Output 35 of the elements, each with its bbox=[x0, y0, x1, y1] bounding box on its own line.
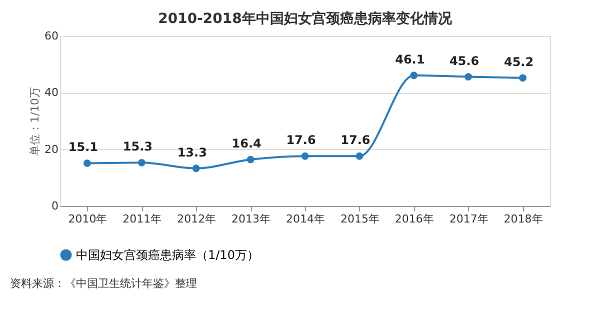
data-label: 45.6 bbox=[450, 54, 480, 68]
y-tick-label: 40 bbox=[44, 86, 58, 100]
x-tick-label: 2013年 bbox=[232, 212, 271, 226]
x-tick-label: 2011年 bbox=[122, 212, 162, 226]
data-label: 45.2 bbox=[504, 54, 534, 69]
point bbox=[410, 72, 418, 80]
data-label: 16.4 bbox=[232, 136, 262, 151]
y-axis-title: 单位：1/10万 bbox=[28, 87, 42, 156]
legend-label: 中国妇女宫颈癌患病率（1/10万） bbox=[76, 248, 259, 262]
point bbox=[519, 74, 526, 82]
point bbox=[356, 152, 364, 160]
x-tick-label: 2017年 bbox=[449, 212, 488, 226]
point bbox=[464, 73, 472, 80]
point bbox=[301, 152, 309, 160]
x-tick-label: 2010年 bbox=[68, 212, 108, 226]
data-label: 13.3 bbox=[177, 145, 207, 160]
data-label: 46.1 bbox=[395, 52, 425, 66]
y-tick-label: 0 bbox=[52, 200, 58, 212]
point bbox=[84, 160, 91, 167]
x-tick-label: 2016年 bbox=[394, 212, 434, 226]
point bbox=[138, 158, 146, 166]
data-label: 15.3 bbox=[122, 140, 152, 154]
x-tick-label: 2015年 bbox=[340, 212, 380, 226]
y-tick-label: 20 bbox=[44, 142, 58, 156]
chart-title: 2010-2018年中国妇女宫颈癌患病率变化情况 bbox=[158, 10, 453, 27]
text: 资料来源：《中国卫生统计年鉴》整理 bbox=[10, 277, 197, 290]
x-tick-label: 2018年 bbox=[504, 212, 543, 226]
point bbox=[192, 164, 200, 172]
x-tick-label: 2012年 bbox=[177, 212, 216, 226]
data-label: 15.1 bbox=[68, 140, 98, 154]
data-label: 17.6 bbox=[286, 133, 316, 148]
point bbox=[246, 156, 254, 164]
x-tick-label: 2014年 bbox=[286, 212, 325, 226]
y-tick-label: 60 bbox=[44, 30, 58, 42]
data-label: 17.6 bbox=[340, 133, 370, 148]
